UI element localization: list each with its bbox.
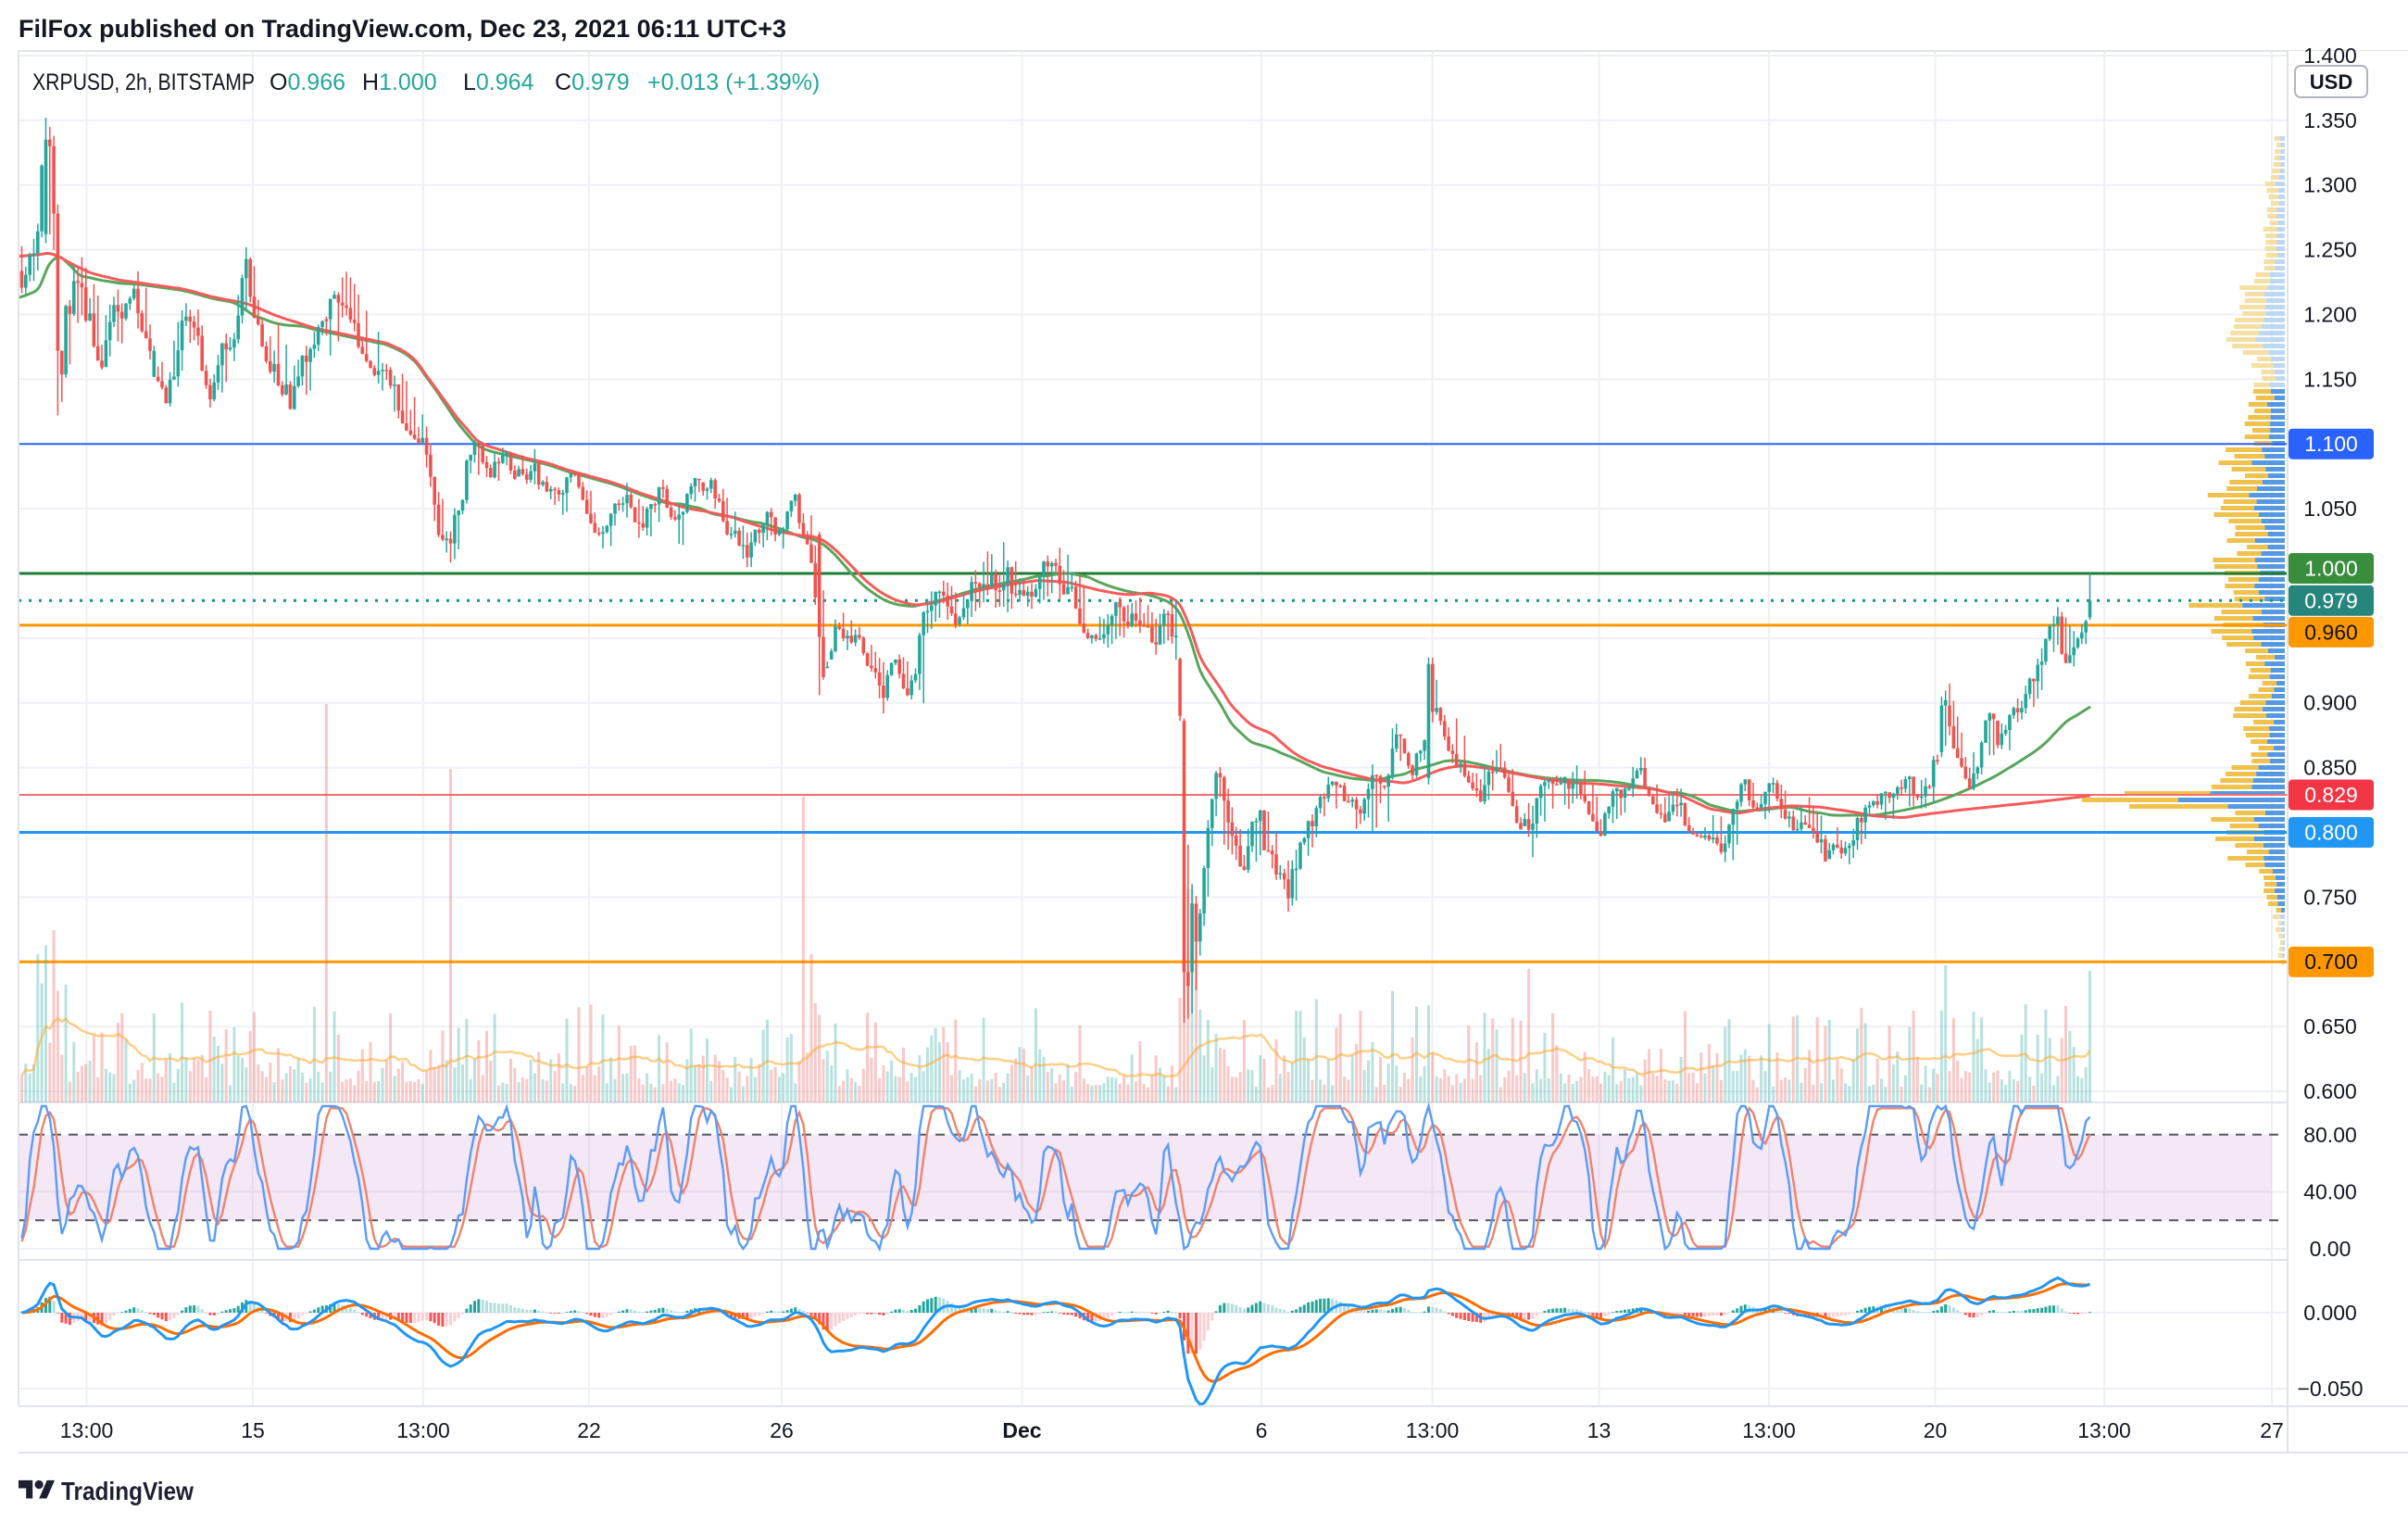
svg-text:13:00: 13:00 (396, 1418, 450, 1442)
svg-text:1.300: 1.300 (2303, 173, 2357, 197)
svg-text:15: 15 (241, 1418, 265, 1442)
svg-text:0.800: 0.800 (2304, 821, 2358, 845)
svg-text:0.600: 0.600 (2303, 1079, 2357, 1103)
svg-text:USD: USD (2310, 70, 2352, 94)
svg-text:0.829: 0.829 (2304, 783, 2358, 807)
svg-text:13:00: 13:00 (1742, 1418, 1796, 1442)
svg-text:13: 13 (1587, 1418, 1612, 1442)
svg-text:13:00: 13:00 (1406, 1418, 1460, 1442)
svg-text:1.350: 1.350 (2303, 108, 2357, 132)
svg-text:20: 20 (1924, 1418, 1948, 1442)
svg-text:0.700: 0.700 (2304, 950, 2358, 974)
svg-text:1.150: 1.150 (2303, 367, 2357, 391)
svg-text:FilFox published on TradingVie: FilFox published on TradingView.com, Dec… (19, 15, 786, 43)
svg-text:22: 22 (577, 1418, 601, 1442)
svg-text:0.00: 0.00 (2310, 1237, 2352, 1261)
svg-text:1.250: 1.250 (2303, 238, 2357, 262)
svg-text:TradingView: TradingView (61, 1477, 194, 1505)
svg-text:0.900: 0.900 (2303, 691, 2357, 715)
svg-text:27: 27 (2260, 1418, 2284, 1442)
svg-text:13:00: 13:00 (2077, 1418, 2131, 1442)
svg-text:1.400: 1.400 (2303, 44, 2357, 68)
svg-text:0.750: 0.750 (2303, 885, 2357, 909)
svg-text:−0.050: −0.050 (2298, 1377, 2364, 1401)
svg-text:0.979: 0.979 (2304, 588, 2358, 612)
svg-text:1.050: 1.050 (2303, 497, 2357, 521)
svg-text:80.00: 80.00 (2303, 1123, 2357, 1147)
svg-text:1.200: 1.200 (2303, 303, 2357, 327)
svg-text:0.850: 0.850 (2303, 756, 2357, 780)
svg-text:0.650: 0.650 (2303, 1014, 2357, 1038)
svg-text:0.960: 0.960 (2304, 620, 2358, 644)
svg-text:40.00: 40.00 (2303, 1179, 2357, 1203)
svg-text:13:00: 13:00 (60, 1418, 114, 1442)
svg-text:Dec: Dec (1002, 1418, 1041, 1442)
svg-text:26: 26 (770, 1418, 794, 1442)
svg-text:1.000: 1.000 (2304, 557, 2358, 581)
svg-text:6: 6 (1256, 1418, 1268, 1442)
svg-text:1.100: 1.100 (2304, 432, 2358, 456)
svg-text:0.000: 0.000 (2303, 1301, 2357, 1325)
